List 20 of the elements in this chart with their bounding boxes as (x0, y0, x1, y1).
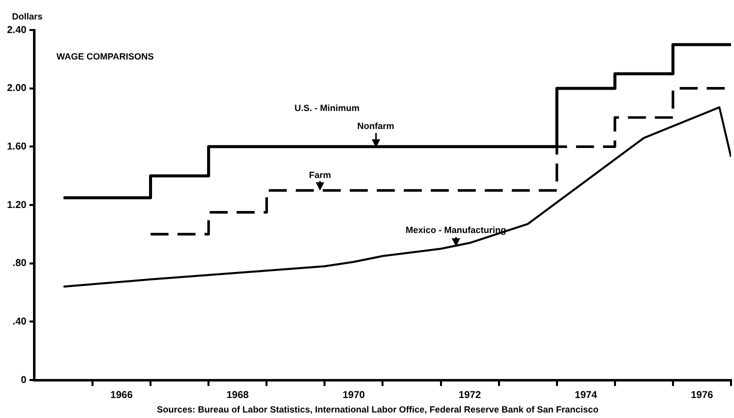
y-axis-title: Dollars (12, 11, 43, 22)
y-tick-label: 1.20 (6, 200, 27, 211)
x-tick-label: 1976 (690, 390, 714, 401)
series-label: Mexico - Manufacturing (406, 225, 506, 236)
annotation: U.S. - Minimum (294, 103, 360, 114)
y-tick-label: .40 (12, 316, 27, 328)
series-label: Farm (309, 170, 332, 180)
x-tick-label: 1972 (458, 390, 482, 401)
x-tick-label: 1966 (110, 390, 134, 401)
series-label: Nonfarm (357, 121, 394, 132)
source-note: Sources: Bureau of Labor Statistics, International Labor Office, Federal Reserve Bank of San Francisco (156, 404, 600, 414)
y-tick-label: 2.00 (6, 83, 27, 94)
x-tick-label: 1968 (226, 390, 250, 401)
y-tick-label: 0 (20, 374, 27, 386)
x-tick-label: 1974 (574, 390, 598, 401)
y-tick-label: 2.40 (6, 24, 27, 36)
text: WAGE COMPARISONS (56, 51, 154, 62)
y-tick-label: 1.60 (6, 141, 27, 152)
x-tick-label: 1970 (342, 390, 366, 401)
y-tick-label: .80 (12, 258, 27, 270)
